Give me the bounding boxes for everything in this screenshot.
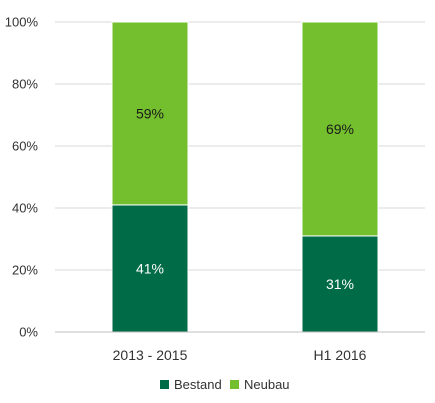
legend-swatch [160,380,169,389]
bar-segment-neubau [111,21,189,206]
y-tick-label: 60% [12,139,38,154]
legend: Bestand Neubau [160,377,290,392]
x-category-label: H1 2016 [314,347,367,363]
data-label: 59% [136,105,164,121]
bar-segment-bestand [301,235,379,333]
x-category-label: 2013 - 2015 [113,347,188,363]
data-label: 31% [326,276,354,292]
data-label: 69% [326,121,354,137]
x-axis: 2013 - 2015 H1 2016 [55,331,425,363]
legend-swatch [230,380,239,389]
bar-segment-neubau [301,21,379,237]
y-axis: 0% 20% 40% 60% 80% 100% [5,15,39,340]
y-tick-label: 20% [12,263,38,278]
y-tick-label: 100% [5,15,39,30]
data-label: 41% [136,260,164,276]
legend-label: Bestand [174,377,222,392]
bars: 41% 59% 31% 69% [111,21,379,333]
y-tick-label: 0% [19,325,38,340]
y-tick-label: 80% [12,77,38,92]
y-tick-label: 40% [12,201,38,216]
legend-label: Neubau [244,377,290,392]
